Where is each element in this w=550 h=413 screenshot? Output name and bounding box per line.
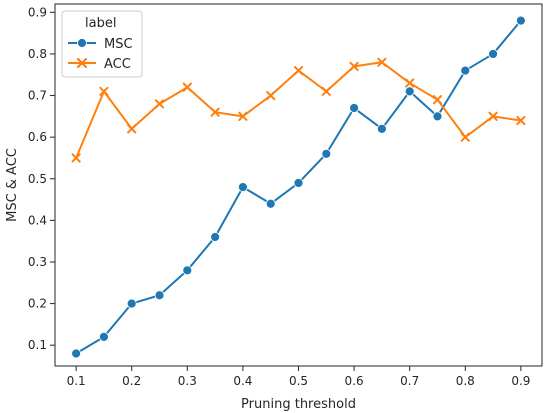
data-point-msc xyxy=(182,265,193,276)
data-point-msc xyxy=(293,178,304,188)
data-point-acc xyxy=(460,132,470,142)
legend-marker-msc xyxy=(77,38,87,48)
legend: label MSC ACC xyxy=(61,10,143,78)
x-tick-label: 0.6 xyxy=(345,374,364,388)
data-point-msc xyxy=(404,86,415,97)
y-axis-ticks: 0.1 0.2 0.3 0.4 0.5 0.6 0.7 0.8 0.9 xyxy=(28,5,55,352)
data-point-msc xyxy=(349,103,359,113)
data-point-msc xyxy=(265,198,276,209)
x-tick-label: 0.9 xyxy=(511,374,530,388)
data-point-acc xyxy=(266,90,276,101)
data-point-acc xyxy=(432,95,443,105)
legend-title: label xyxy=(85,16,116,31)
y-tick-label: 0.5 xyxy=(28,172,47,186)
data-point-acc xyxy=(405,78,415,88)
x-tick-label: 0.4 xyxy=(233,374,252,388)
y-tick-label: 0.2 xyxy=(28,297,47,311)
series-layer xyxy=(71,15,526,359)
legend-label-acc: ACC xyxy=(104,57,131,72)
data-point-acc xyxy=(377,57,387,67)
data-point-acc xyxy=(293,65,304,76)
data-point-msc xyxy=(99,331,109,342)
x-tick-label: 0.3 xyxy=(178,374,197,388)
data-point-msc xyxy=(154,290,165,301)
y-tick-label: 0.8 xyxy=(28,47,47,61)
data-point-msc xyxy=(376,123,387,134)
data-point-msc xyxy=(432,111,443,122)
data-point-acc xyxy=(182,82,192,92)
y-tick-label: 0.7 xyxy=(28,89,47,103)
data-point-msc xyxy=(126,298,137,309)
x-tick-label: 0.2 xyxy=(122,374,141,388)
legend-box xyxy=(61,10,143,78)
series-acc xyxy=(71,57,526,163)
legend-label-msc: MSC xyxy=(104,37,133,52)
data-point-msc xyxy=(460,65,471,76)
legend-marker-acc xyxy=(76,57,88,69)
y-tick-label: 0.4 xyxy=(28,213,47,227)
series-msc xyxy=(71,15,526,359)
data-point-acc xyxy=(238,111,248,121)
data-point-acc xyxy=(349,61,359,72)
x-tick-label: 0.1 xyxy=(67,374,86,388)
x-tick-label: 0.7 xyxy=(400,374,419,388)
y-tick-label: 0.1 xyxy=(28,338,47,352)
data-point-acc xyxy=(321,86,331,96)
data-point-acc xyxy=(210,107,220,117)
data-point-msc xyxy=(210,232,221,242)
data-point-acc xyxy=(127,124,137,134)
data-point-msc xyxy=(515,15,526,26)
data-point-msc xyxy=(321,148,332,159)
x-axis-label: Pruning threshold xyxy=(241,397,356,412)
data-point-msc xyxy=(71,348,82,359)
data-point-acc xyxy=(154,99,165,109)
data-point-acc xyxy=(516,115,526,126)
data-point-msc xyxy=(238,182,248,192)
x-axis-ticks: 0.1 0.2 0.3 0.4 0.5 0.6 0.7 0.8 0.9 xyxy=(67,366,530,388)
y-tick-label: 0.3 xyxy=(28,255,47,269)
data-point-msc xyxy=(488,49,498,59)
data-point-acc xyxy=(488,111,498,121)
x-tick-label: 0.5 xyxy=(289,374,308,388)
data-point-acc xyxy=(71,153,81,163)
data-point-acc xyxy=(99,86,109,96)
y-tick-label: 0.9 xyxy=(28,5,47,19)
y-axis-label: MSC & ACC xyxy=(5,148,20,222)
y-tick-label: 0.6 xyxy=(28,130,47,144)
x-tick-label: 0.8 xyxy=(456,374,475,388)
